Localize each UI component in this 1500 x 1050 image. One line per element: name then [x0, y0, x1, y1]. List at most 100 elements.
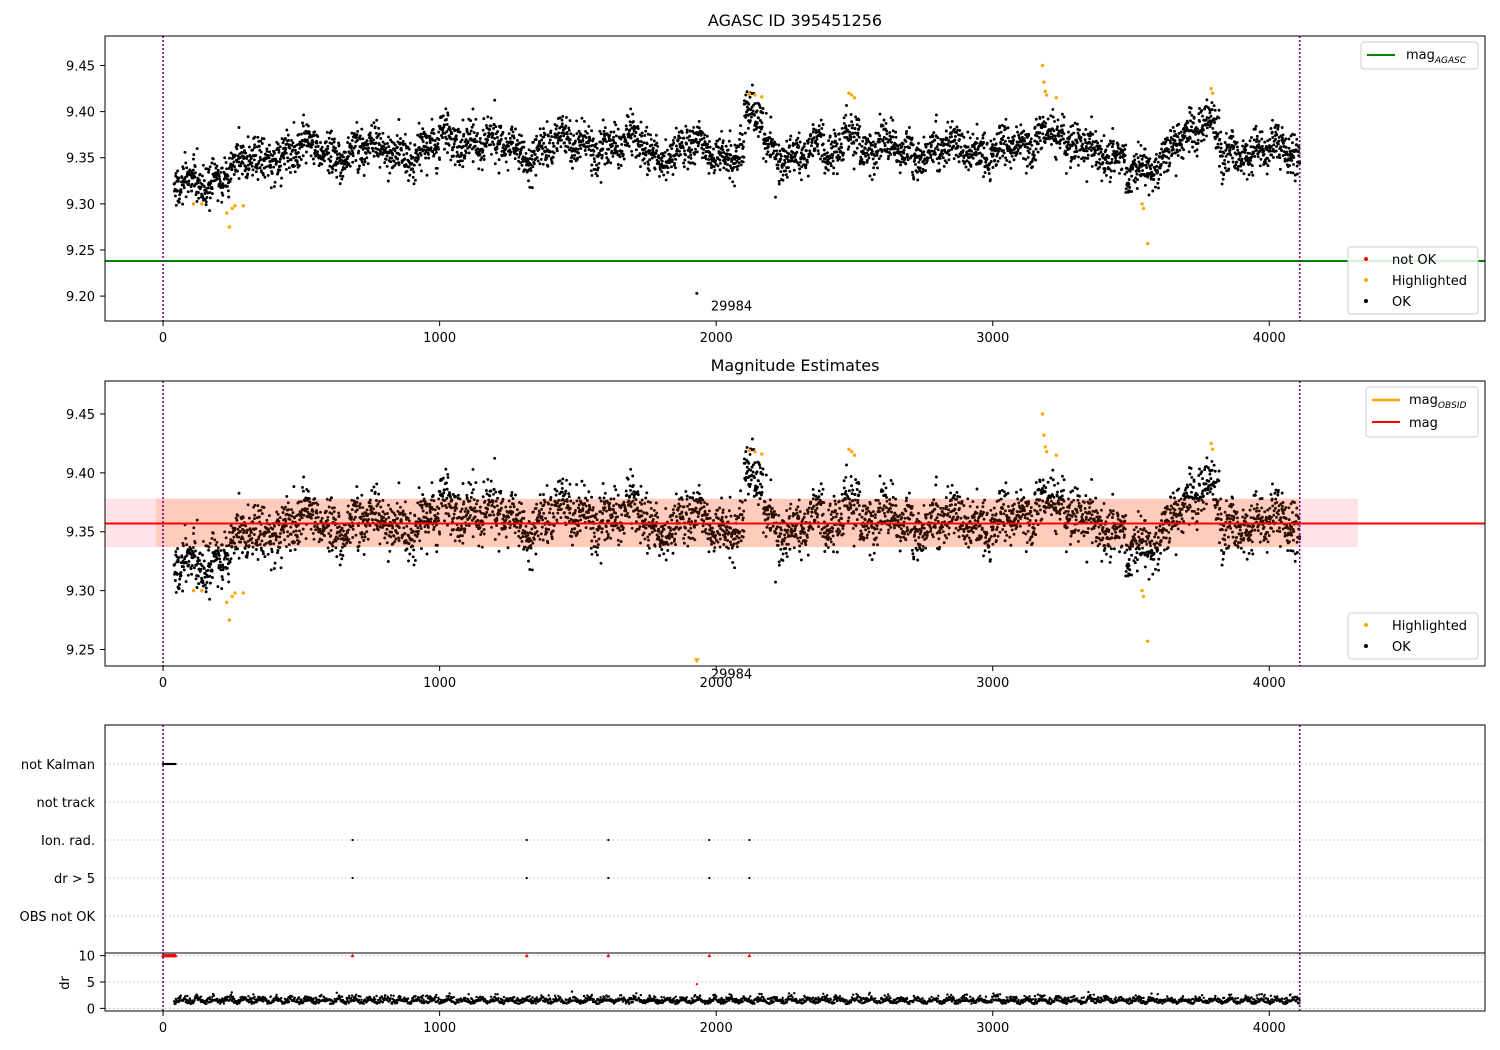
ok-point: [1038, 116, 1042, 120]
ok-point: [174, 550, 178, 554]
ok-point: [1194, 132, 1198, 136]
ok-point: [216, 168, 220, 172]
ok-point: [300, 516, 304, 520]
ok-point: [1060, 112, 1064, 116]
ok-point: [495, 135, 499, 139]
ok-point: [270, 172, 274, 175]
ok-point: [1154, 185, 1157, 189]
ok-point: [642, 157, 646, 161]
ok-point: [1116, 142, 1120, 146]
ok-point: [210, 576, 214, 579]
ok-point: [278, 546, 282, 549]
ok-point: [1090, 143, 1094, 146]
ok-point: [1236, 168, 1240, 172]
ok-point: [493, 98, 497, 102]
ok-point: [1295, 172, 1299, 176]
ok-point: [266, 552, 270, 556]
ok-point: [658, 167, 662, 171]
ok-point: [452, 145, 456, 149]
outlier-point: [695, 291, 699, 295]
ok-point: [246, 135, 250, 139]
ok-point: [379, 150, 383, 154]
ok-point: [872, 173, 876, 176]
ok-point: [301, 527, 305, 531]
ok-point: [348, 164, 352, 168]
ok-point: [463, 156, 466, 160]
ok-point: [1262, 149, 1266, 153]
highlighted-point: [1040, 63, 1045, 68]
ok-point: [1281, 133, 1285, 137]
ok-point: [246, 163, 250, 167]
ok-point: [1128, 186, 1132, 189]
ok-point: [286, 156, 290, 160]
ok-point: [222, 184, 225, 188]
ok-point: [941, 152, 945, 156]
ok-point: [1218, 137, 1222, 141]
ok-point: [243, 546, 247, 550]
ok-point: [531, 165, 535, 169]
ok-point: [441, 114, 445, 118]
ok-point: [256, 178, 260, 181]
ok-point: [1104, 148, 1108, 152]
ok-point: [808, 149, 812, 153]
ok-point: [791, 151, 795, 155]
ok-point: [857, 118, 861, 122]
ok-point: [233, 526, 237, 530]
ok-point: [282, 530, 286, 534]
ok-point: [484, 124, 488, 127]
ok-point: [1174, 174, 1178, 178]
ok-point: [248, 534, 252, 537]
ok-point: [192, 157, 195, 161]
ok-point: [241, 537, 245, 541]
ok-point: [1001, 154, 1005, 158]
ok-point: [726, 169, 730, 173]
ok-point: [194, 577, 198, 581]
ok-point: [743, 131, 747, 135]
ok-point: [412, 170, 416, 174]
ok-point: [779, 157, 783, 161]
ok-point: [203, 575, 207, 579]
ok-point: [1076, 163, 1080, 167]
ok-point: [565, 115, 568, 119]
ok-point: [475, 140, 479, 144]
ok-point: [250, 161, 254, 165]
ok-point: [935, 145, 939, 149]
ok-point: [476, 132, 479, 135]
ok-point: [642, 141, 646, 145]
ok-point: [929, 153, 933, 157]
ok-point: [386, 560, 390, 563]
ok-point: [566, 145, 570, 149]
ok-point: [289, 171, 292, 174]
ok-point: [378, 165, 382, 169]
ok-point: [195, 199, 199, 203]
ok-point: [886, 147, 889, 151]
ok-point: [815, 137, 819, 141]
ok-point: [624, 139, 628, 143]
ok-point: [464, 138, 468, 142]
ok-point: [304, 161, 308, 165]
ok-point: [1266, 156, 1270, 160]
ok-point: [256, 504, 260, 508]
ok-point: [1156, 160, 1160, 164]
ok-point: [216, 199, 220, 203]
ok-point: [647, 162, 650, 166]
ok-point: [618, 155, 622, 159]
ok-point: [431, 138, 435, 142]
ok-point: [684, 153, 688, 157]
ok-point: [685, 130, 689, 134]
ok-point: [196, 574, 200, 578]
ok-point: [478, 152, 482, 156]
ok-point: [460, 159, 464, 163]
ok-point: [240, 551, 244, 555]
ok-point: [506, 168, 510, 172]
ok-point: [1179, 130, 1183, 134]
ok-point: [1204, 118, 1208, 122]
ok-point: [182, 186, 186, 190]
ok-point: [1085, 149, 1089, 153]
ok-point: [445, 122, 449, 126]
ok-point: [1159, 173, 1163, 177]
ok-point: [180, 176, 184, 180]
ok-point: [1191, 121, 1195, 125]
ok-point: [379, 505, 383, 509]
ok-point: [639, 165, 642, 169]
